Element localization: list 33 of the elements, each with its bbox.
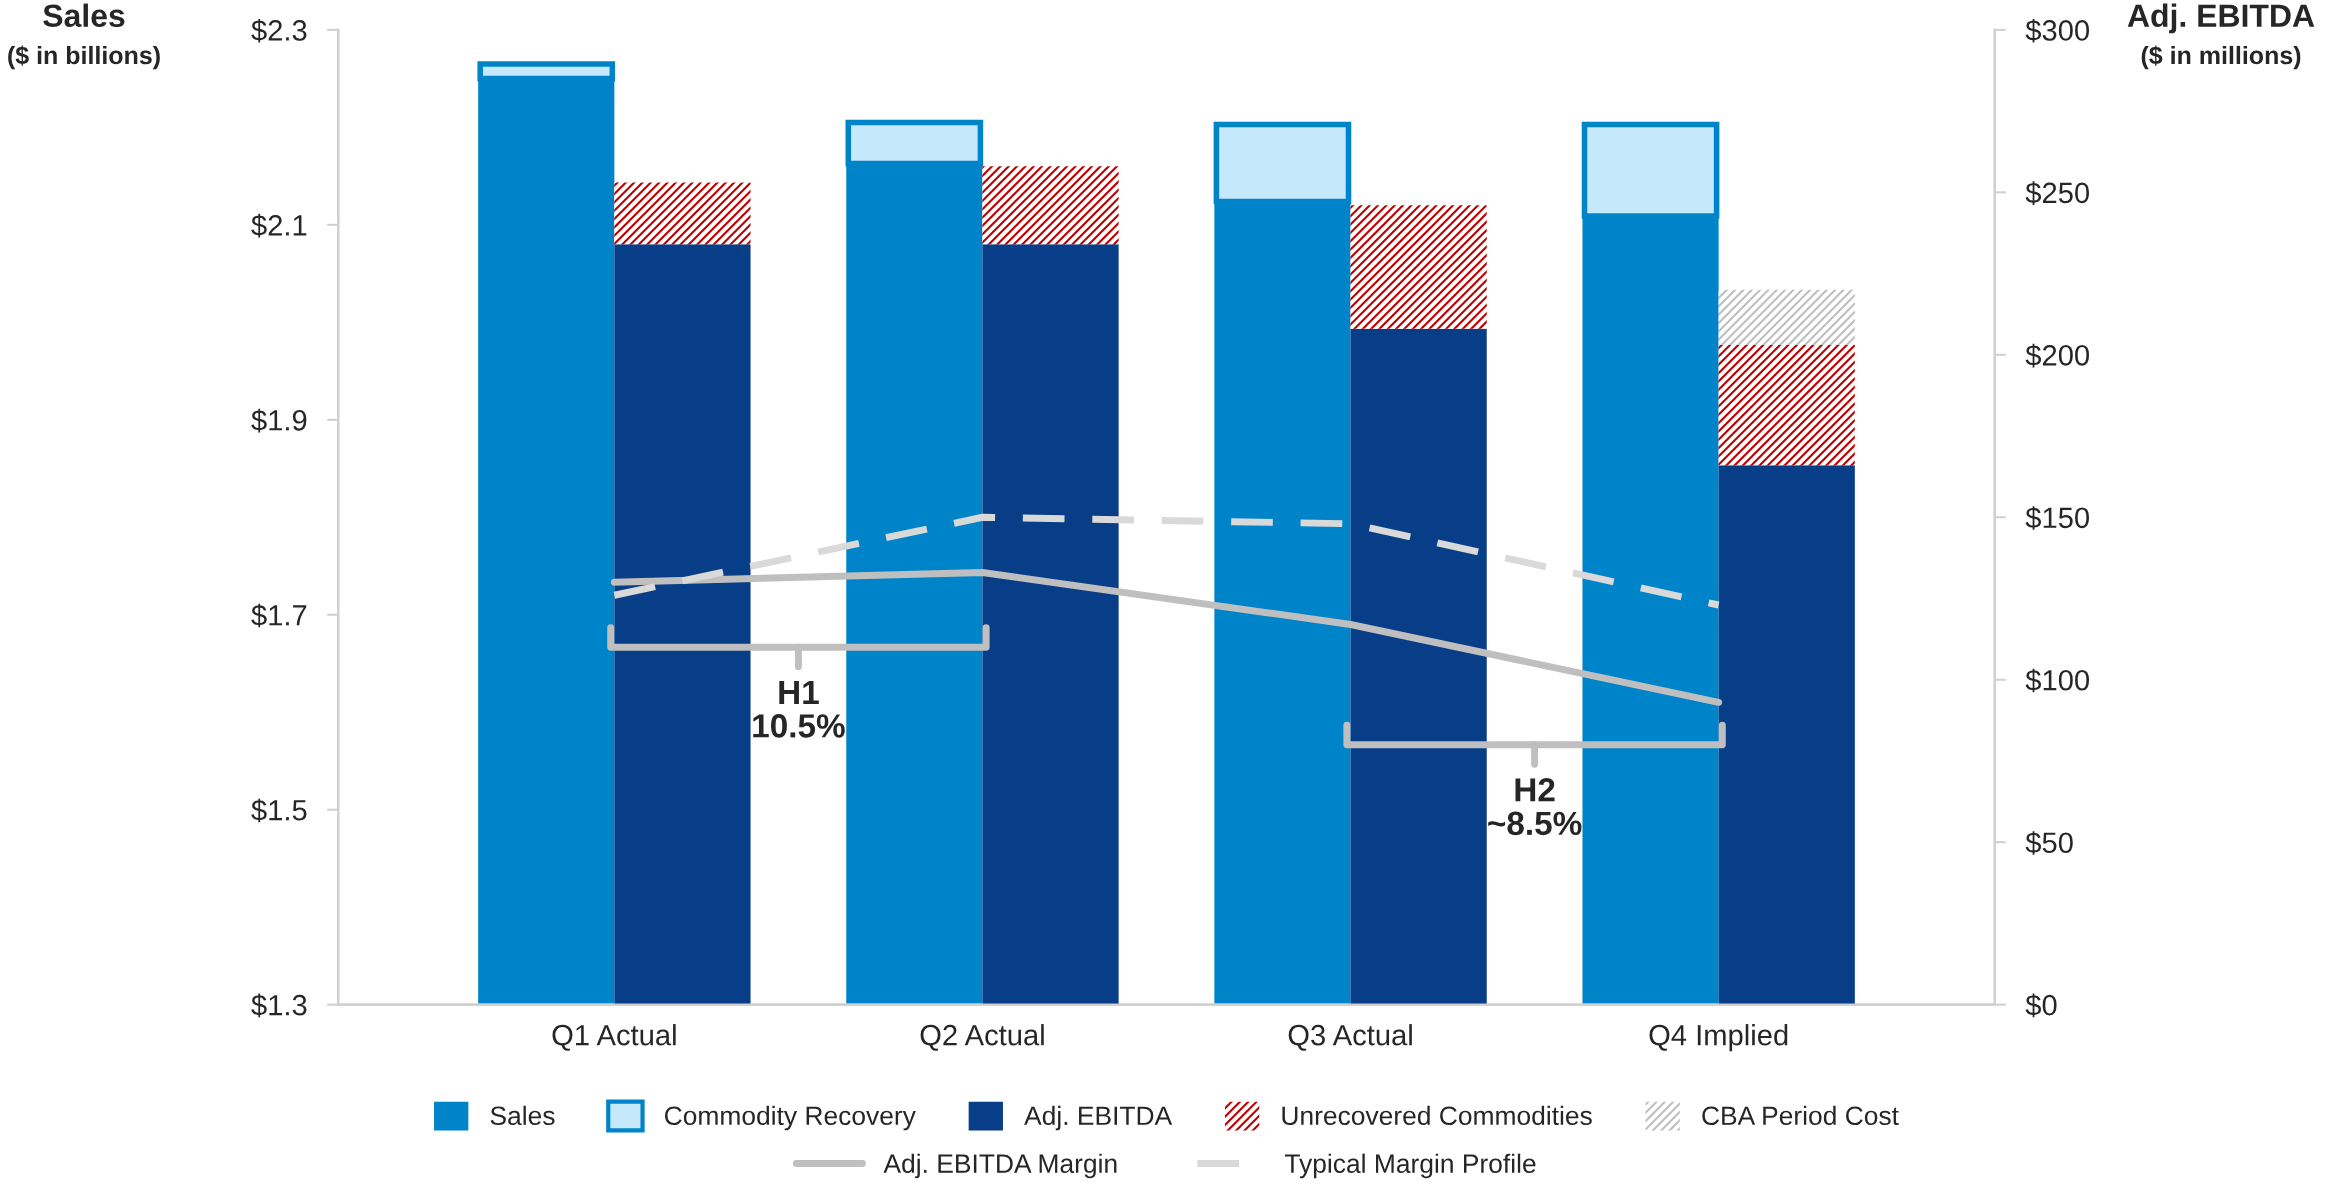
y2-tick-label: $50 [2025, 831, 2073, 855]
y2-tick-label: $150 [2025, 506, 2090, 530]
bar [614, 182, 751, 245]
legend-label: Commodity Recovery [665, 1105, 916, 1131]
y-axis-title: Sales ($ in billions) [8, 3, 160, 70]
y2-axis-title: Adj. EBITDA ($ in millions) [2127, 3, 2315, 70]
legend-label: Adj. EBITDA [1024, 1105, 1173, 1131]
y2-tick-label: $300 [2025, 18, 2090, 43]
y-tick-label: $2.1 [251, 213, 307, 238]
y-tick-label: $1.5 [251, 798, 307, 823]
y-tick-label: $1.7 [251, 603, 307, 628]
legend-label: Typical Margin Profile [1284, 1153, 1536, 1179]
x-tick-label: Q2 Actual [920, 1024, 1044, 1051]
legend-label: Unrecovered Commodities [1282, 1105, 1592, 1126]
legend-label: CBA Period Cost [1702, 1105, 1899, 1126]
y2-tick-label: $250 [2025, 181, 2090, 205]
bar [1350, 205, 1487, 329]
y-tick-label: $2.3 [251, 18, 307, 43]
x-tick-label: Q1 Actual [552, 1024, 676, 1051]
bar [982, 166, 1119, 245]
bar [1718, 289, 1855, 346]
y2-tick-label: $100 [2025, 668, 2090, 693]
bar [1718, 345, 1855, 466]
x-tick-label: Q3 Actual [1288, 1024, 1412, 1051]
annotation: H1 10.5% [753, 680, 845, 738]
annotation: H2 ~8.5% [1488, 778, 1582, 836]
y2-tick-label: $0 [2025, 993, 2057, 1018]
y-tick-label: $1.3 [251, 993, 307, 1018]
y2-tick-label: $200 [2025, 343, 2090, 368]
legend-label: Adj. EBITDA Margin [883, 1153, 1117, 1179]
y-tick-label: $1.9 [251, 408, 307, 433]
legend-label: Sales [490, 1105, 555, 1126]
x-tick-label: Q4 Implied [1649, 1024, 1788, 1052]
